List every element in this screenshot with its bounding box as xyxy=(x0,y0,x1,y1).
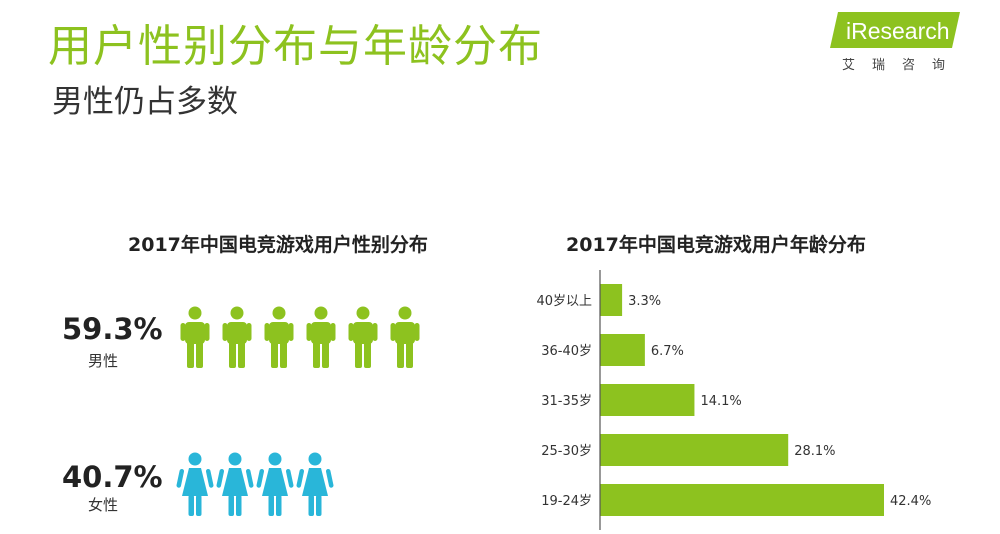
gender-chart-title: 2017年中国电竞游戏用户性别分布 xyxy=(128,234,428,256)
age-category-label: 36-40岁 xyxy=(541,344,592,359)
male-percent: 59.3% xyxy=(62,312,163,346)
age-bar-chart: 40岁以上 3.3% 36-40岁 6.7% 31-35岁 14.1% 25-30岁 28.1… xyxy=(536,270,931,530)
male-figures xyxy=(180,306,420,368)
age-value-label: 14.1% xyxy=(700,394,741,409)
male-person-icon xyxy=(180,306,210,368)
logo-name: iResearch xyxy=(846,18,950,44)
age-value-label: 28.1% xyxy=(794,444,835,459)
age-bar xyxy=(600,334,645,366)
female-person-icon xyxy=(256,452,294,516)
female-percent: 40.7% xyxy=(62,460,163,494)
page-subtitle: 男性仍占多数 xyxy=(52,84,238,120)
age-category-label: 19-24岁 xyxy=(541,494,592,509)
male-person-icon xyxy=(306,306,336,368)
male-label: 男性 xyxy=(88,352,119,370)
age-bar xyxy=(600,484,884,516)
age-chart-title: 2017年中国电竞游戏用户年龄分布 xyxy=(566,234,866,256)
female-person-icon xyxy=(296,452,334,516)
male-person-icon xyxy=(390,306,420,368)
age-value-label: 42.4% xyxy=(890,494,931,509)
male-person-icon xyxy=(222,306,252,368)
male-person-icon xyxy=(348,306,378,368)
age-bar xyxy=(600,384,695,416)
female-figures xyxy=(176,452,334,516)
logo-subtitle: 艾瑞咨询 xyxy=(842,58,963,73)
age-category-label: 31-35岁 xyxy=(541,394,592,409)
age-bar xyxy=(600,284,623,316)
logo-badge xyxy=(830,12,960,48)
age-value-label: 3.3% xyxy=(628,294,661,309)
iresearch-logo: iResearch 艾瑞咨询 xyxy=(828,8,968,73)
female-person-icon xyxy=(216,452,254,516)
male-person-icon xyxy=(264,306,294,368)
age-bar xyxy=(600,434,789,466)
page-title: 用户性别分布与年龄分布 xyxy=(48,21,543,72)
age-category-label: 40岁以上 xyxy=(536,294,592,309)
female-label: 女性 xyxy=(88,496,119,514)
age-value-label: 6.7% xyxy=(651,344,684,359)
female-person-icon xyxy=(176,452,214,516)
age-category-label: 25-30岁 xyxy=(541,444,592,459)
